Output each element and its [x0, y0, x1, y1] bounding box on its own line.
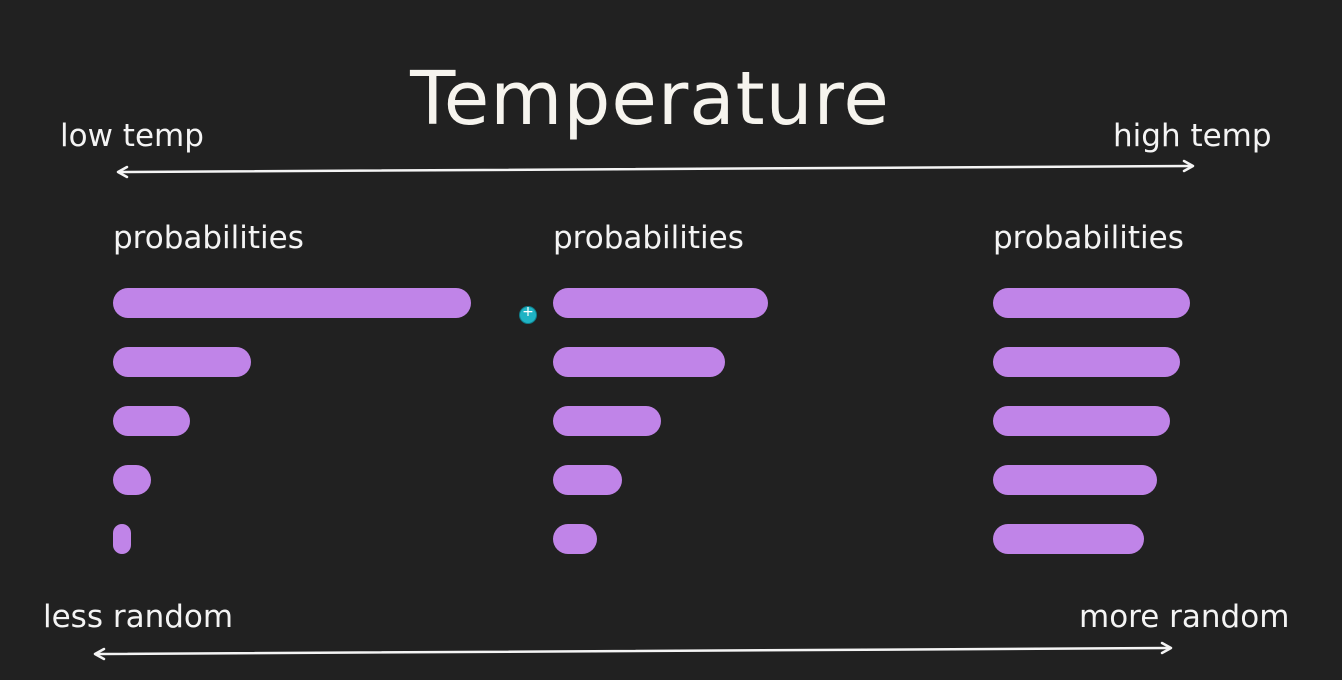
probability-bar-mid-temp-5: [553, 524, 597, 554]
low-temp-label: low temp: [60, 118, 204, 154]
probability-bar-high-temp-4: [993, 465, 1157, 495]
more-random-label: more random: [1079, 599, 1290, 635]
probabilities-label-low: probabilities: [113, 220, 304, 256]
cursor-indicator: [520, 304, 536, 323]
probability-bar-low-temp-5: [113, 524, 131, 554]
probability-bar-mid-temp-3: [553, 406, 661, 436]
probability-bar-high-temp-1: [993, 288, 1190, 318]
less-random-label: less random: [43, 599, 234, 635]
probability-bar-high-temp-2: [993, 347, 1180, 377]
probability-bar-high-temp-3: [993, 406, 1170, 436]
probability-bar-low-temp-2: [113, 347, 251, 377]
probability-bar-mid-temp-1: [553, 288, 768, 318]
randomness-arrow: [93, 641, 1173, 661]
probability-bar-mid-temp-2: [553, 347, 725, 377]
probability-bar-low-temp-3: [113, 406, 190, 436]
probabilities-label-mid: probabilities: [553, 220, 744, 256]
high-temp-label: high temp: [1113, 118, 1272, 154]
slide-title: Temperature: [410, 56, 890, 142]
probability-bar-high-temp-5: [993, 524, 1144, 554]
probabilities-label-high: probabilities: [993, 220, 1184, 256]
probability-bar-low-temp-1: [113, 288, 471, 318]
probability-bar-low-temp-4: [113, 465, 151, 495]
temperature-arrow: [116, 159, 1195, 179]
probability-bar-mid-temp-4: [553, 465, 622, 495]
